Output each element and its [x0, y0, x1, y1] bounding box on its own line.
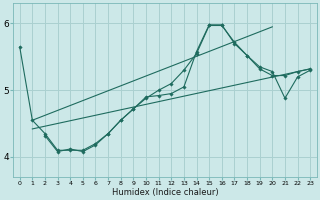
X-axis label: Humidex (Indice chaleur): Humidex (Indice chaleur) [112, 188, 218, 197]
